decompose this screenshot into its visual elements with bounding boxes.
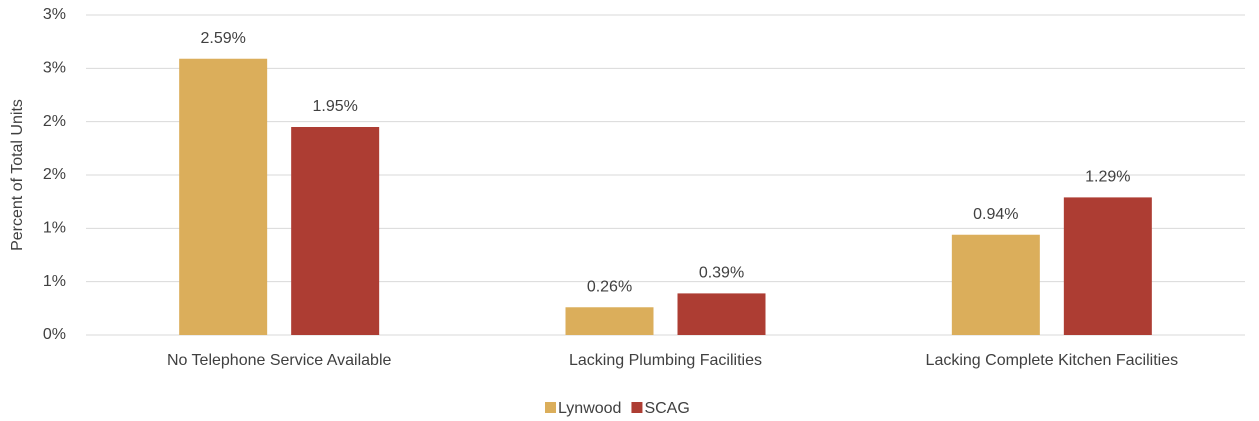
legend-label: Lynwood — [558, 400, 621, 417]
bar — [179, 58, 268, 335]
y-axis-label: Percent of Total Units — [9, 99, 26, 251]
bar — [1063, 197, 1152, 335]
y-tick-label: 1% — [43, 220, 66, 237]
y-tick-label: 3% — [43, 6, 66, 23]
data-label: 1.95% — [312, 98, 357, 115]
bar — [677, 293, 766, 335]
y-tick-label: 3% — [43, 60, 66, 77]
data-label: 0.39% — [699, 265, 744, 282]
y-tick-label: 2% — [43, 113, 66, 130]
data-label: 0.26% — [587, 278, 632, 295]
bar — [565, 307, 654, 335]
x-tick-label: Lacking Complete Kitchen Facilities — [926, 352, 1179, 369]
legend-swatch — [545, 402, 556, 413]
y-tick-label: 0% — [43, 326, 66, 343]
legend-swatch — [631, 402, 643, 413]
x-tick-label: No Telephone Service Available — [167, 352, 392, 369]
data-label: 0.94% — [973, 206, 1018, 223]
x-tick-label: Lacking Plumbing Facilities — [569, 352, 762, 369]
legend-label: SCAG — [644, 400, 689, 417]
bar — [951, 234, 1040, 335]
y-tick-label: 1% — [43, 273, 66, 290]
bar — [291, 127, 380, 335]
data-label: 2.59% — [200, 30, 245, 47]
y-tick-label: 2% — [43, 166, 66, 183]
data-label: 1.29% — [1085, 169, 1130, 186]
